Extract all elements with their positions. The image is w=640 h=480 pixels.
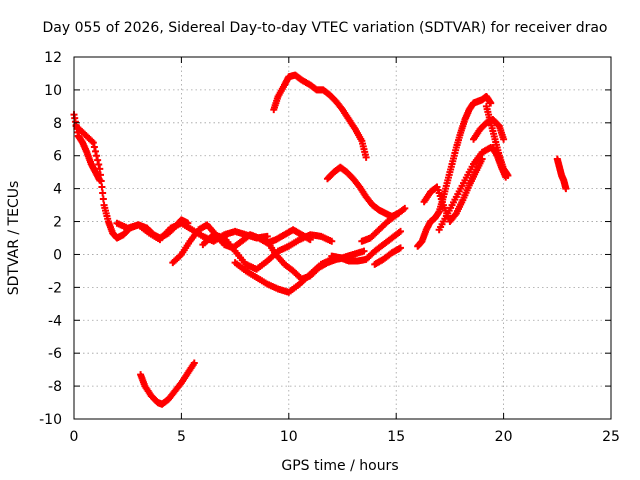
data-point-interp bbox=[94, 156, 102, 164]
data-point bbox=[349, 250, 357, 258]
data-point bbox=[487, 99, 495, 107]
series-track-s bbox=[553, 155, 570, 193]
series-track-t bbox=[137, 359, 198, 408]
data-point-interp bbox=[95, 161, 103, 169]
data-point-interp bbox=[90, 143, 98, 151]
data-point bbox=[360, 247, 368, 255]
x-tick-label: 10 bbox=[280, 429, 298, 445]
series-track-r bbox=[489, 144, 510, 181]
series-track-a bbox=[70, 111, 104, 184]
data-point bbox=[401, 204, 409, 212]
data-point bbox=[89, 139, 97, 147]
y-tick-label: -2 bbox=[48, 280, 62, 296]
data-point bbox=[396, 227, 404, 235]
data-points bbox=[70, 71, 570, 408]
series-track-j bbox=[358, 204, 409, 245]
data-point-interp bbox=[99, 195, 107, 203]
data-point-interp bbox=[98, 183, 106, 191]
y-tick-label: 0 bbox=[53, 247, 62, 263]
x-tick-label: 25 bbox=[602, 429, 620, 445]
series-track-k bbox=[328, 227, 404, 265]
data-point bbox=[396, 244, 404, 252]
series-track-e bbox=[199, 231, 336, 273]
y-tick-label: 2 bbox=[53, 215, 62, 231]
series-track-q bbox=[482, 102, 512, 179]
chart-title: Day 055 of 2026, Sidereal Day-to-day VTE… bbox=[42, 20, 607, 36]
series-track-g bbox=[263, 237, 357, 283]
y-tick-label: -10 bbox=[39, 412, 62, 428]
data-point bbox=[500, 135, 508, 143]
y-tick-label: 4 bbox=[53, 182, 62, 198]
y-tick-label: -8 bbox=[48, 379, 62, 395]
y-tick-label: 12 bbox=[44, 50, 62, 66]
axes: 0 5 10 15 20 25 -10 -8 -6 -4 -2 0 2 4 6 8 10 12 bbox=[39, 50, 620, 445]
x-tick-label: 5 bbox=[177, 429, 186, 445]
x-tick-label: 20 bbox=[495, 429, 513, 445]
data-point bbox=[502, 173, 510, 181]
data-point bbox=[328, 237, 336, 245]
series-track-h bbox=[270, 71, 370, 161]
data-point-interp bbox=[93, 152, 101, 160]
series-track-m bbox=[414, 92, 495, 250]
y-tick-label: -4 bbox=[48, 313, 62, 329]
y-tick-label: 6 bbox=[53, 149, 62, 165]
series-track-i bbox=[323, 163, 402, 221]
data-point bbox=[362, 153, 370, 161]
y-axis-label: SDTVAR / TECUs bbox=[6, 181, 22, 296]
data-point-interp bbox=[91, 147, 99, 155]
data-point-interp bbox=[99, 189, 107, 197]
x-tick-label: 15 bbox=[387, 429, 405, 445]
y-tick-label: -6 bbox=[48, 346, 62, 362]
data-point bbox=[562, 185, 570, 193]
data-point bbox=[190, 359, 198, 367]
y-tick-label: 8 bbox=[53, 116, 62, 132]
series-track-l bbox=[371, 244, 404, 268]
y-tick-label: 10 bbox=[44, 83, 62, 99]
data-point-interp bbox=[97, 177, 105, 185]
x-axis-label: GPS time / hours bbox=[281, 458, 398, 474]
data-point bbox=[96, 165, 104, 173]
data-point-interp bbox=[96, 171, 104, 179]
x-tick-label: 0 bbox=[70, 429, 79, 445]
plot-frame bbox=[73, 56, 612, 420]
